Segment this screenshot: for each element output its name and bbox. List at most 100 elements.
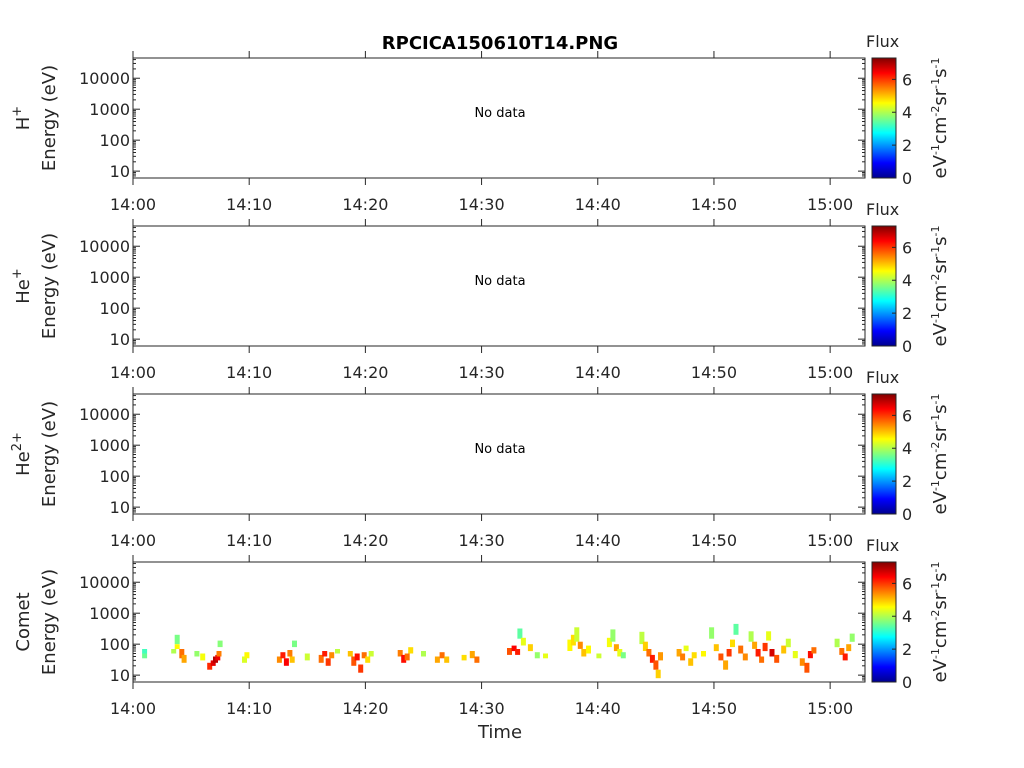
heatmap-cell — [811, 647, 817, 654]
heatmap-cells — [142, 623, 855, 679]
heatmap-cell — [785, 638, 791, 648]
y-tick-label: 10000 — [79, 237, 130, 256]
heatmap-cell — [613, 644, 619, 652]
y-tick-label: 100 — [99, 131, 130, 150]
heatmap-cell — [181, 654, 187, 663]
heatmap-cell — [683, 645, 689, 652]
panel-2: 14:00 14:10 14:20 14:30 14:40 14:50 15:00 10 100… — [10, 368, 951, 550]
heatmap-cell — [318, 654, 324, 663]
heatmap-cell — [642, 641, 648, 651]
heatmap-cell — [408, 647, 414, 654]
heatmap-cell — [474, 656, 480, 663]
heatmap-cell — [401, 654, 407, 663]
y-tick-label: 1000 — [89, 436, 130, 455]
colorbar — [871, 393, 897, 515]
heatmap-cell — [574, 627, 580, 642]
heatmap-cell — [730, 639, 735, 648]
x-tick-label: 14:20 — [342, 531, 388, 550]
heatmap-cell — [839, 648, 845, 655]
heatmap-cell — [444, 656, 450, 663]
plot-frame — [132, 393, 866, 515]
colorbar-tick-label: 6 — [902, 574, 912, 593]
heatmap-cell — [543, 653, 548, 659]
heatmap-cell — [351, 656, 357, 666]
colorbar-title: Flux — [866, 368, 899, 387]
heatmap-cell — [461, 654, 467, 661]
heatmap-cell — [216, 651, 222, 657]
colorbar-tick-label: 2 — [902, 136, 912, 155]
heatmap-cell — [276, 656, 282, 663]
species-label: He+ — [10, 268, 34, 304]
heatmap-cell — [570, 634, 576, 646]
heatmap-cell — [646, 649, 652, 657]
heatmap-cell — [215, 654, 221, 661]
colorbar-tick-label: 2 — [902, 304, 912, 323]
species-label: H+ — [10, 106, 34, 130]
chart-title: RPCICA150610T14.PNG — [382, 33, 618, 54]
panel-3: 14:00 14:10 14:20 14:30 14:40 14:50 15:00 10 100… — [13, 536, 951, 743]
colorbar-tick-label: 2 — [902, 640, 912, 659]
heatmap-cell — [738, 645, 744, 654]
x-tick-label: 15:00 — [807, 195, 853, 214]
colorbar-tick-label: 4 — [902, 607, 912, 626]
heatmap-cell — [766, 631, 772, 641]
colorbar-tick-label: 6 — [902, 70, 912, 89]
heatmap-cell — [283, 658, 289, 666]
heatmap-cell — [755, 649, 761, 657]
heatmap-cell — [365, 656, 371, 663]
x-tick-label: 14:30 — [459, 699, 505, 718]
heatmap-cell — [174, 644, 180, 649]
heatmap-cell — [792, 651, 798, 659]
heatmap-cell — [617, 649, 623, 657]
heatmap-cell — [171, 649, 177, 654]
heatmap-cell — [280, 652, 286, 659]
x-tick-label: 15:00 — [807, 531, 853, 550]
y-tick-label: 1000 — [89, 100, 130, 119]
heatmap-cell — [606, 637, 612, 648]
x-tick-label: 14:50 — [691, 363, 737, 382]
x-tick-label: 14:40 — [575, 195, 621, 214]
heatmap-cell — [347, 651, 353, 657]
heatmap-cell — [610, 629, 616, 642]
heatmap-cell — [653, 660, 659, 670]
heatmap-cell — [688, 658, 694, 666]
heatmap-cell — [769, 649, 775, 657]
heatmap-cell — [292, 640, 297, 648]
heatmap-cell — [304, 653, 310, 661]
colorbar-tick-label: 4 — [902, 439, 912, 458]
colorbar-title: Flux — [866, 32, 899, 51]
heatmap-cell — [142, 649, 148, 654]
x-tick-label: 14:30 — [459, 531, 505, 550]
y-axis-label: Energy (eV) — [39, 401, 60, 507]
x-tick-label: 14:10 — [226, 363, 272, 382]
heatmap-cell — [244, 652, 250, 659]
heatmap-cell — [325, 658, 331, 666]
x-tick-label: 14:40 — [575, 699, 621, 718]
heatmap-cell — [807, 651, 813, 659]
heatmap-cell — [774, 654, 780, 663]
heatmap-cell — [586, 645, 591, 654]
plot-frame — [132, 57, 866, 179]
heatmap-cell — [834, 638, 840, 648]
x-tick-label: 14:00 — [110, 699, 156, 718]
x-tick-label: 14:10 — [226, 531, 272, 550]
heatmap-cell — [517, 628, 523, 639]
heatmap-cell — [709, 627, 715, 639]
x-tick-label: 14:40 — [575, 531, 621, 550]
no-data-annotation: No data — [474, 106, 525, 121]
x-tick-label: 14:10 — [226, 195, 272, 214]
heatmap-cell — [287, 650, 293, 657]
x-tick-label: 14:40 — [575, 363, 621, 382]
colorbar-tick-label: 0 — [902, 673, 912, 692]
heatmap-cell — [701, 651, 706, 657]
heatmap-cell — [142, 653, 148, 659]
heatmap-cell — [713, 644, 719, 652]
x-tick-label: 14:20 — [342, 363, 388, 382]
heatmap-cell — [200, 653, 206, 661]
heatmap-cell — [179, 649, 185, 659]
heatmap-cell — [174, 634, 180, 645]
heatmap-cell — [335, 649, 340, 654]
y-tick-label: 10 — [110, 330, 130, 349]
colorbar-title: Flux — [866, 536, 899, 555]
